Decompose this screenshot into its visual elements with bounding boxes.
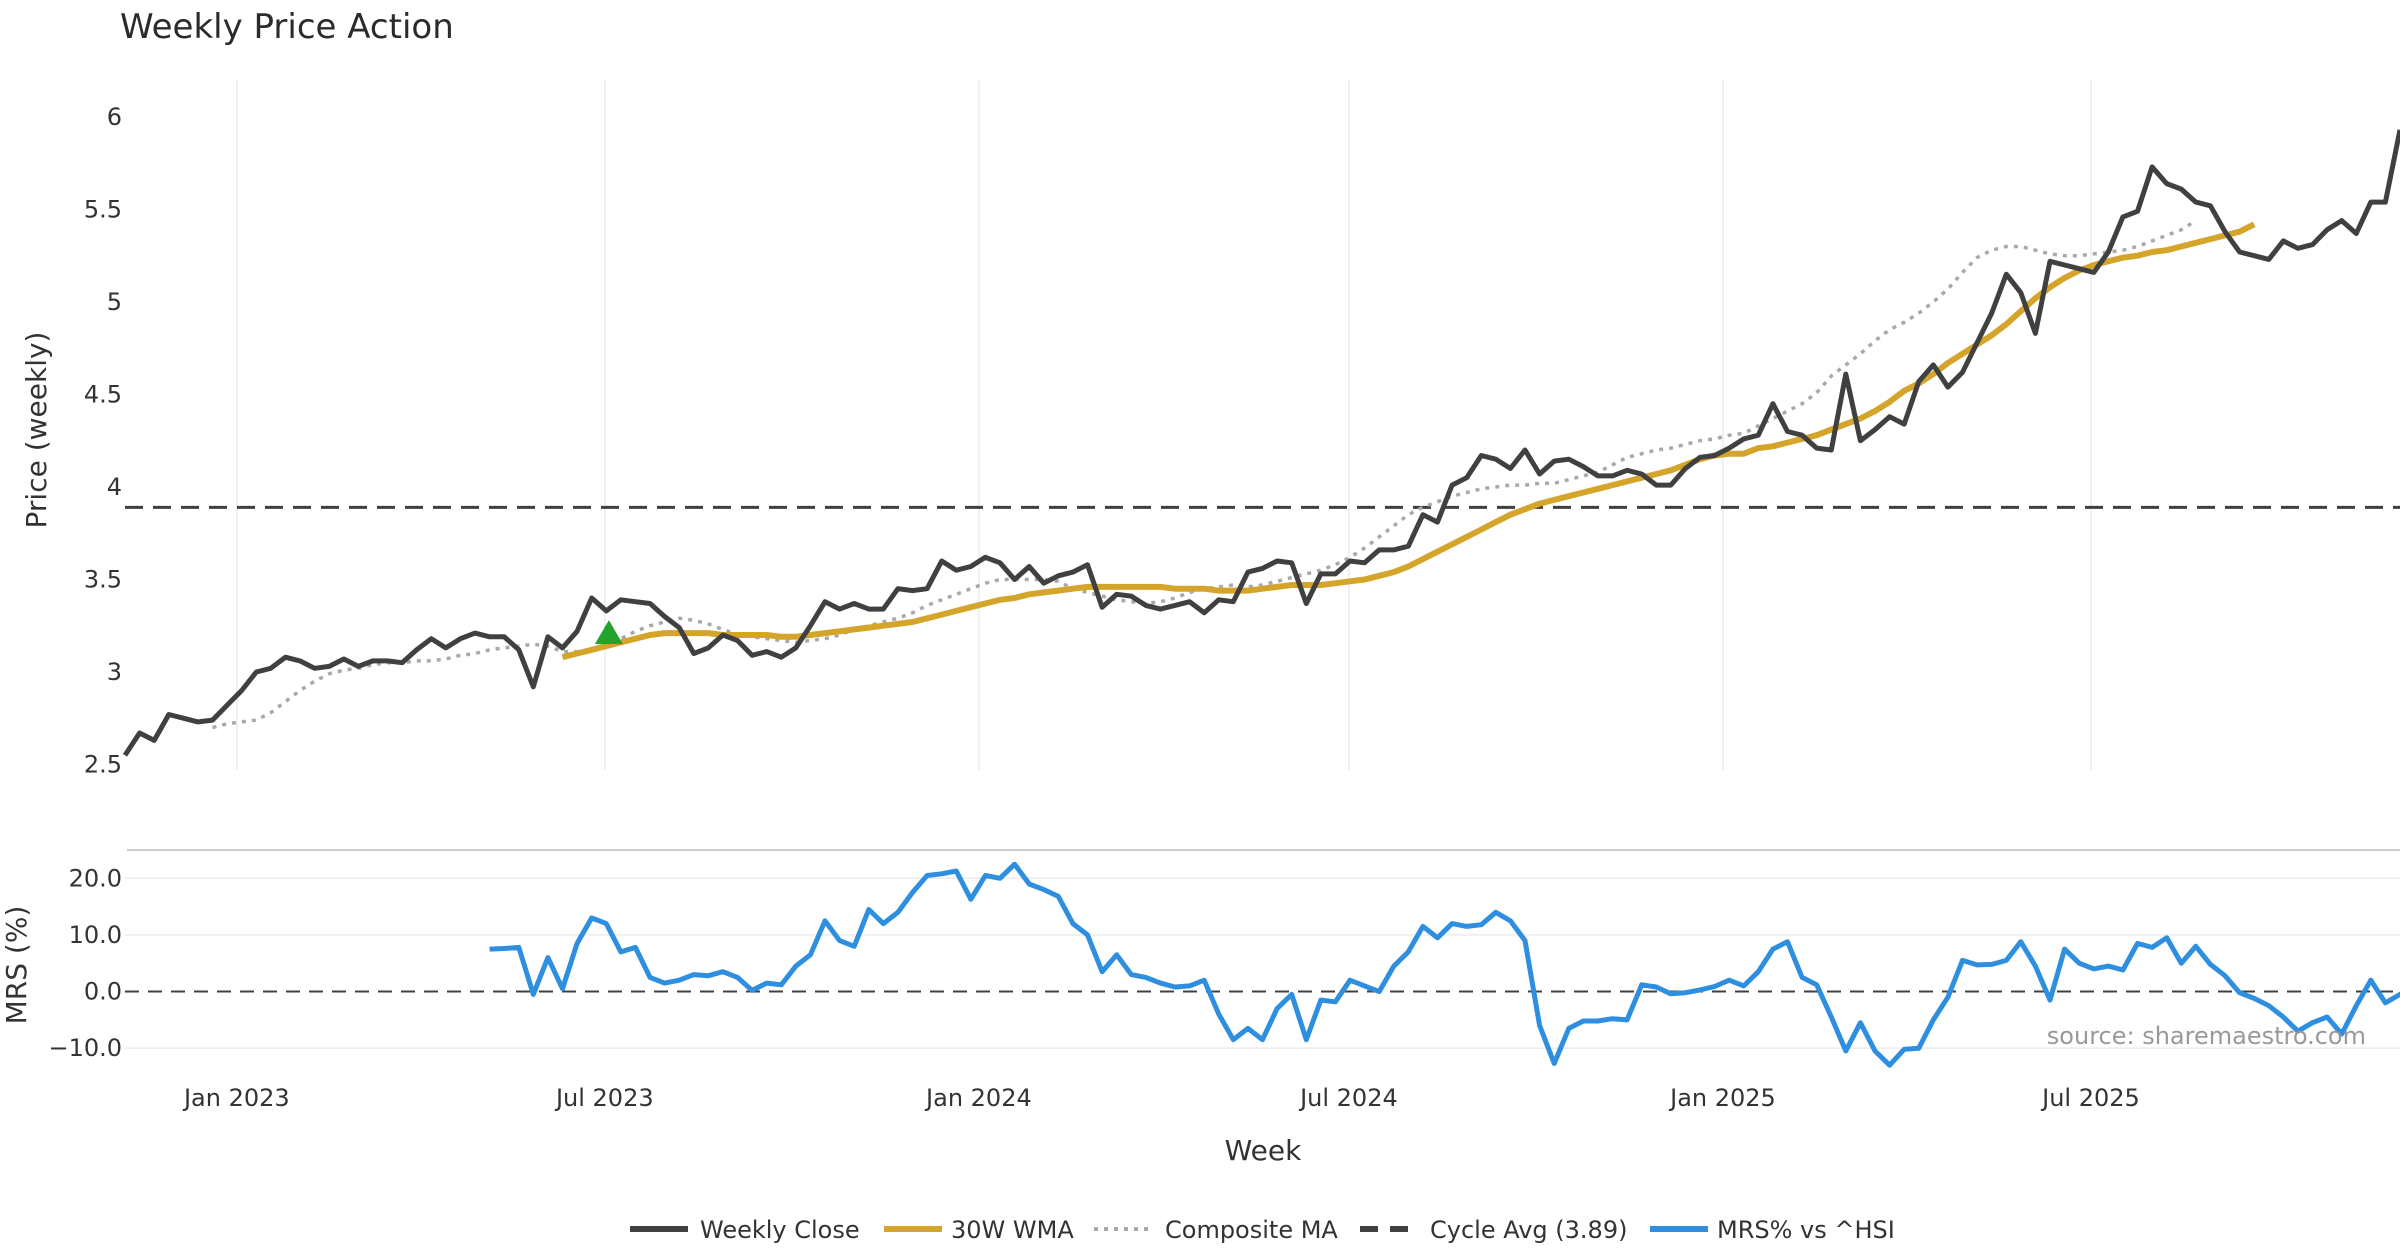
price-y-tick-label: 3 — [107, 658, 122, 686]
mrs-series — [489, 861, 2400, 1068]
x-tick-label: Jan 2024 — [924, 1084, 1032, 1112]
legend-label-composite-ma: Composite MA — [1165, 1216, 1338, 1244]
composite-ma-series — [212, 219, 2197, 730]
price-y-tick-label: 3.5 — [84, 565, 122, 593]
signal-triangle-icon — [594, 620, 623, 645]
mrs-y-tick-label: 20.0 — [69, 864, 122, 892]
chart-legend: Weekly Close 30W WMA Composite MA Cycle … — [630, 1216, 1895, 1244]
x-ticks: Jan 2023 Jul 2023 Jan 2024 Jul 2024 Jan 2025… — [182, 1084, 2140, 1112]
price-y-ticks: 2.5 3 3.5 4 4.5 5 5.5 6 — [84, 103, 122, 778]
mrs-y-tick-label: −10.0 — [48, 1034, 122, 1062]
x-tick-label: Jul 2024 — [1298, 1084, 1398, 1112]
x-tick-label: Jul 2025 — [2040, 1084, 2140, 1112]
x-tick-label: Jul 2023 — [554, 1084, 654, 1112]
price-y-tick-label: 4.5 — [84, 380, 122, 408]
price-y-tick-label: 5 — [107, 288, 122, 316]
legend-label-mrs: MRS% vs ^HSI — [1717, 1216, 1895, 1244]
mrs-y-tick-label: 0.0 — [84, 978, 122, 1006]
mrs-y-axis-label: MRS (%) — [0, 906, 33, 1025]
price-y-axis-label: Price (weekly) — [20, 332, 53, 529]
x-axis-label: Week — [1225, 1134, 1302, 1167]
mrs-panel-grid — [125, 877, 2400, 1049]
legend-label-cycle-avg: Cycle Avg (3.89) — [1430, 1216, 1627, 1244]
price-y-tick-label: 4 — [107, 473, 122, 501]
chart-title: Weekly Price Action — [120, 7, 454, 47]
source-note: source: sharemaestro.com — [2047, 1022, 2366, 1050]
legend-label-weekly-close: Weekly Close — [700, 1216, 860, 1244]
price-y-tick-label: 6 — [107, 103, 122, 131]
price-y-tick-label: 2.5 — [84, 750, 122, 778]
weekly-close-series — [122, 129, 2400, 757]
price-panel-grid — [236, 80, 2092, 770]
mrs-y-ticks: 20.0 10.0 0.0 −10.0 — [48, 864, 122, 1062]
legend-label-wma: 30W WMA — [951, 1216, 1074, 1244]
mrs-y-tick-label: 10.0 — [69, 921, 122, 949]
price-y-tick-label: 5.5 — [84, 195, 122, 223]
x-tick-label: Jan 2023 — [182, 1084, 290, 1112]
x-tick-label: Jan 2025 — [1668, 1084, 1776, 1112]
